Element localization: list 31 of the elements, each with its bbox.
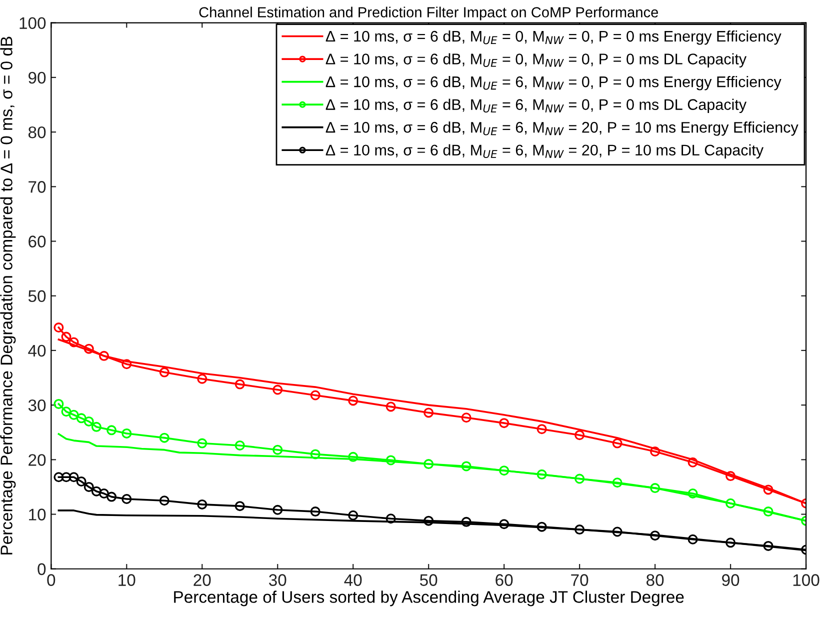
x-tick-label: 70: [571, 574, 588, 586]
x-tick-label: 100: [793, 574, 820, 586]
x-tick-label: 50: [420, 574, 438, 586]
x-tick-label: 10: [118, 574, 136, 586]
y-tick-label: 40: [28, 344, 46, 357]
x-tick-label: 90: [722, 574, 740, 586]
legend-label: Δ = 10 ms, σ = 6 dB, M$_{UE}$ = 6, M$_{NW}$ = 0, P = 0 ms DL Capacity: [326, 98, 747, 113]
legend-label: Δ = 10 ms, σ = 6 dB, M$_{UE}$ = 6, M$_{NW}$ = 20, P = 10 ms Energy Efficiency: [326, 122, 798, 136]
chart-title: Channel Estimation and Prediction Filter Impact on CoMP Performance: [199, 6, 658, 20]
y-tick-label: 50: [28, 290, 46, 302]
y-tick-label: 60: [28, 236, 46, 248]
y-tick-label: 100: [20, 17, 46, 30]
y-tick-label: 20: [28, 454, 46, 466]
legend-label: Δ = 10 ms, σ = 6 dB, M$_{UE}$ = 6, M$_{NW}$ = 20, P = 10 ms DL Capacity: [326, 144, 764, 159]
x-axis-title: Percentage of Users sorted by Ascending Average JT Cluster Degree: [174, 590, 684, 606]
legend-label: Δ = 10 ms, σ = 6 dB, M$_{UE}$ = 0, M$_{NW}$ = 0, P = 0 ms Energy Efficiency: [326, 30, 782, 45]
x-tick-label: 80: [646, 574, 664, 586]
x-tick-label: 40: [344, 574, 362, 586]
x-tick-label: 20: [194, 574, 211, 586]
y-tick-label: 70: [28, 181, 46, 193]
legend-label: Δ = 10 ms, σ = 6 dB, M$_{UE}$ = 0, M$_{NW}$ = 0, P = 0 ms DL Capacity: [326, 53, 747, 68]
legend-label: Δ = 10 ms, σ = 6 dB, M$_{UE}$ = 6, M$_{NW}$ = 0, P = 0 ms Energy Efficiency: [326, 76, 782, 90]
x-tick-label: 30: [268, 574, 286, 586]
y-tick-label: 10: [29, 508, 46, 520]
x-tick-label: 60: [496, 574, 513, 586]
y-tick-label: 0: [38, 563, 46, 576]
y-tick-label: 30: [28, 399, 46, 412]
y-tick-label: 80: [28, 126, 46, 138]
y-tick-label: 90: [28, 72, 46, 84]
y-axis-title: Percentage Performance Degradation compared to Δ = 0 ms, σ = 0 dB: [0, 36, 16, 554]
x-tick-label: 0: [47, 574, 56, 586]
